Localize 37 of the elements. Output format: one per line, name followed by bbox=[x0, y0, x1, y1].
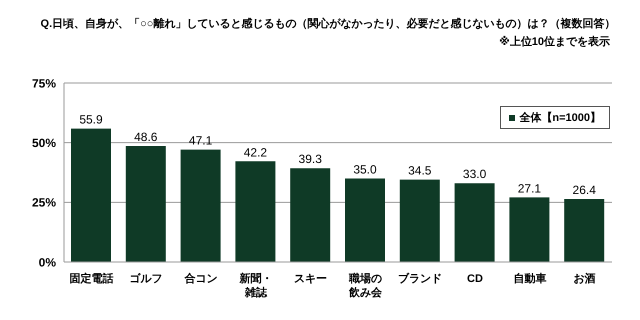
bar bbox=[71, 128, 111, 262]
bar bbox=[290, 168, 330, 262]
bar bbox=[400, 180, 440, 262]
data-label: 27.1 bbox=[518, 181, 542, 196]
x-tick-label: スキー bbox=[294, 273, 328, 285]
data-label: 33.0 bbox=[462, 167, 487, 182]
bar bbox=[180, 150, 221, 262]
data-label: 55.9 bbox=[79, 112, 103, 127]
y-tick-label: 50% bbox=[32, 136, 56, 150]
bar bbox=[345, 178, 385, 262]
x-tick-label: 自動車 bbox=[513, 272, 546, 285]
data-label: 47.1 bbox=[188, 134, 213, 148]
data-label: 48.6 bbox=[134, 130, 158, 144]
x-tick-label: 職場の飲み会 bbox=[348, 272, 383, 299]
data-label: 35.0 bbox=[353, 162, 377, 176]
y-tick-label: 25% bbox=[32, 196, 56, 210]
text: ※上位10位までを表示 bbox=[499, 34, 610, 49]
x-tick-label: 合コン bbox=[184, 272, 218, 285]
bar bbox=[235, 161, 276, 262]
chart-title: Q.日頃、自身が、「○○離れ」していると感じるもの（関心がなかったり、必要だと感じないもの）は？（複数回答） bbox=[40, 16, 616, 31]
data-label: 34.5 bbox=[408, 164, 432, 178]
bar bbox=[126, 146, 166, 262]
x-tick-label: お酒 bbox=[574, 272, 596, 285]
data-label: 39.3 bbox=[298, 152, 322, 166]
data-label: 26.4 bbox=[572, 182, 596, 197]
legend-label: 全体【n=1000】 bbox=[518, 110, 601, 125]
x-tick-label: CD bbox=[467, 273, 483, 285]
x-tick-label: ブランド bbox=[398, 272, 442, 285]
y-tick-label: 0% bbox=[38, 255, 56, 270]
x-tick-label: 固定電話 bbox=[69, 272, 114, 285]
x-tick-label: ゴルフ bbox=[130, 272, 163, 285]
bar bbox=[509, 197, 550, 262]
bar bbox=[454, 183, 495, 262]
x-tick-label: 新聞・雑誌 bbox=[238, 272, 272, 299]
y-tick-label: 75% bbox=[32, 76, 56, 90]
data-label: 42.2 bbox=[244, 145, 268, 160]
bar bbox=[564, 198, 604, 262]
